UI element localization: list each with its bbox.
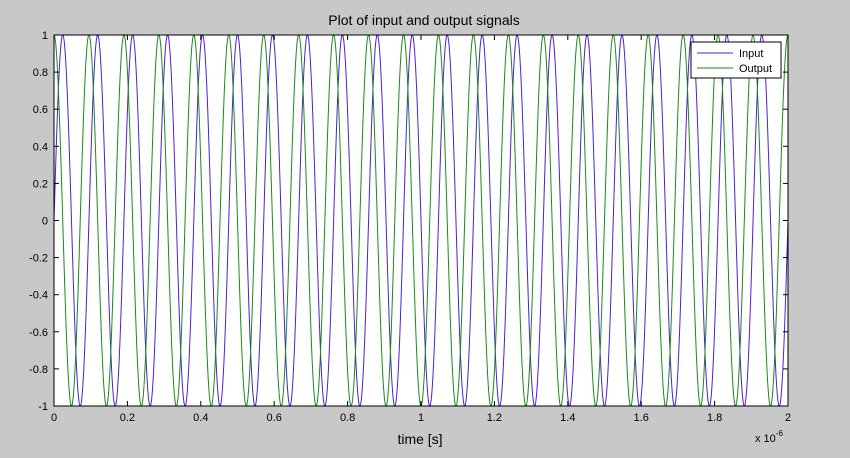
y-tick-label: 0.8	[33, 67, 48, 79]
legend-label: Input	[739, 48, 763, 60]
y-tick-label: -1	[38, 401, 48, 413]
x-tick-label: 0.6	[267, 412, 282, 424]
chart-title: Plot of input and output signals	[328, 12, 519, 28]
y-tick-label: 0.2	[33, 178, 48, 190]
x-tick-label: 1.8	[707, 412, 722, 424]
y-tick-label: -0.2	[29, 253, 48, 265]
y-axis: -1 -0.8 -0.6 -0.4 -0.2 0 0.2 0.4 0.6 0.8 1	[29, 30, 788, 413]
x-axis-multiplier-exponent: -6	[776, 429, 784, 438]
x-tick-label: 0.2	[120, 412, 135, 424]
y-tick-label: 0	[42, 216, 48, 228]
x-axis: 0 0.2 0.4 0.6 0.8 1 1.2 1.4 1.6 1.8 2	[51, 35, 791, 424]
legend-box	[690, 41, 782, 79]
y-tick-label: -0.4	[29, 290, 48, 302]
y-tick-label: 0.6	[33, 104, 48, 116]
x-tick-label: 0.4	[193, 412, 208, 424]
x-axis-multiplier-base: x 10	[755, 433, 776, 445]
x-tick-label: 1.6	[634, 412, 649, 424]
y-tick-label: 1	[42, 30, 48, 42]
legend[interactable]: Input Output	[690, 41, 782, 79]
y-tick-label: 0.4	[33, 141, 48, 153]
x-axis-label: time [s]	[397, 431, 442, 447]
x-tick-label: 2	[785, 412, 791, 424]
series-line-input	[53, 34, 789, 407]
x-tick-label: 1.2	[487, 412, 502, 424]
x-tick-label: 1	[418, 412, 424, 424]
x-tick-label: 1.4	[560, 412, 575, 424]
x-axis-multiplier: x 10-6	[755, 429, 783, 445]
x-tick-label: 0	[51, 412, 57, 424]
x-tick-label: 0.8	[340, 412, 355, 424]
y-tick-label: -0.8	[29, 364, 48, 376]
y-tick-label: -0.6	[29, 327, 48, 339]
legend-label: Output	[739, 63, 772, 75]
